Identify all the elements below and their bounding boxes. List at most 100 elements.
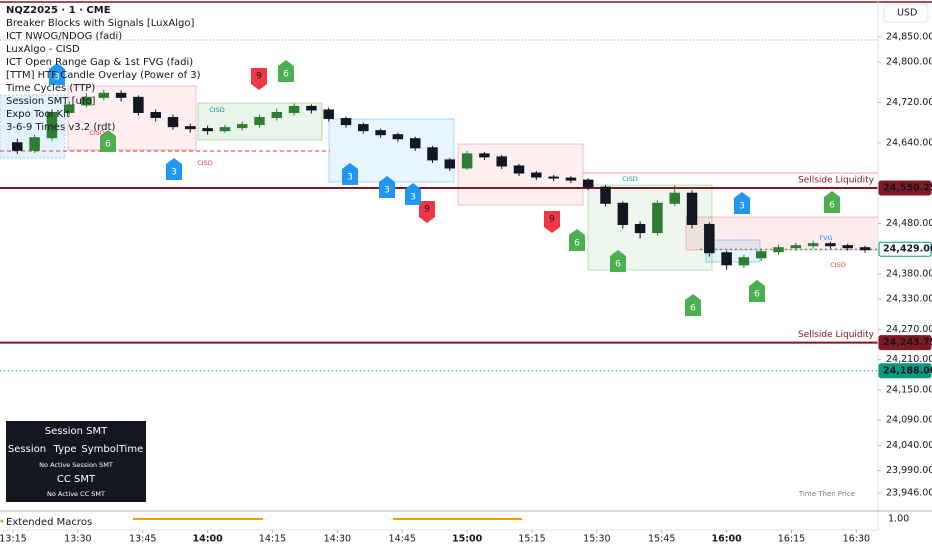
candle-body: [444, 159, 456, 169]
candle-body: [704, 223, 715, 254]
table-header: Type: [53, 444, 77, 455]
candle-body: [150, 111, 161, 119]
signal-marker: [342, 163, 358, 185]
candle-body: [98, 92, 110, 98]
indicator-name: Session SMT [ufo]: [6, 96, 95, 107]
candle-body: [409, 138, 421, 149]
candle-body: [738, 257, 750, 266]
x-tick-label: 13:15: [0, 534, 27, 545]
candle-body: [600, 186, 611, 204]
y-tick-label: 24,330.00: [886, 294, 932, 305]
signal-marker: [610, 250, 626, 272]
y-tick-label: 24,090.00: [886, 415, 932, 426]
signal-marker: [569, 229, 585, 251]
candle-body: [306, 105, 317, 111]
x-tick-label: 14:00: [192, 534, 223, 545]
candle-body: [340, 118, 352, 126]
signal-marker: [734, 192, 750, 214]
table-note: No Active CC SMT: [47, 490, 105, 498]
indicator-name: LuxAlgo - CISD: [6, 44, 80, 55]
annotation: CISD: [197, 159, 213, 167]
y-tick-label: 24,380.00: [886, 268, 932, 279]
x-tick-label: 16:15: [778, 534, 805, 545]
candle-body: [721, 252, 732, 266]
signal-label: 6: [829, 201, 835, 211]
candle-body: [323, 109, 334, 120]
candle-body: [29, 137, 40, 151]
candle-body: [565, 177, 577, 181]
candle-body: [427, 147, 438, 161]
table-title: CC SMT: [57, 474, 96, 485]
signal-marker: [278, 60, 294, 82]
price-tag-label: 24,429.00: [883, 244, 932, 255]
annotations: CISD CISD CISD CISD CISD FVG Time Then Price: [89, 106, 855, 498]
annotation: CISD: [209, 106, 225, 114]
indicator-name: Breaker Blocks with Signals [LuxAlgo]: [6, 18, 194, 29]
x-tick-label: 15:15: [518, 534, 545, 545]
x-tick-label: 14:30: [324, 534, 351, 545]
indicator-name: ICT Open Range Gap & 1st FVG (fadi): [6, 57, 193, 68]
signal-label: 6: [754, 290, 760, 300]
legend: NQZ2025 · 1 · CME: [6, 5, 111, 16]
indicator-name: ICT NWOG/NDOG (fadi): [6, 31, 122, 42]
candle-body: [842, 245, 853, 249]
signal-label: 9: [549, 215, 555, 225]
smt-table: Session SMT Session Type Symbol Time No …: [6, 421, 146, 502]
x-tick-label: 14:15: [259, 534, 286, 545]
signal-label: 6: [615, 260, 621, 270]
candle-body: [358, 124, 369, 132]
signal-marker: [405, 183, 421, 205]
price-axis: 24,850.00 24,800.00 24,720.00 24,640.00 24,4…: [878, 31, 932, 498]
annotation: CISD: [622, 175, 638, 183]
x-tick-label: 15:30: [583, 534, 610, 545]
candle-body: [81, 96, 92, 106]
signal-label: 3: [347, 173, 353, 183]
symbol-title: NQZ2025 · 1 · CME: [6, 5, 111, 16]
candle-body: [219, 127, 231, 132]
candle-body: [461, 153, 473, 169]
x-tick-label: 15:45: [648, 534, 675, 545]
price-tag-label: 24,550.25: [883, 183, 932, 194]
pane-title: Extended Macros: [6, 517, 92, 528]
signal-marker: [166, 158, 182, 180]
signal-marker: [251, 68, 267, 90]
candle-body: [288, 105, 300, 113]
table-header: Session: [8, 444, 46, 455]
price-tag-label: 24,243.75: [883, 337, 932, 348]
y-tick-label: 24,720.00: [886, 97, 932, 108]
levels: Sellside Liquidity Sellside Liquidity: [0, 176, 878, 372]
candle-body: [617, 202, 629, 225]
y-tick-label: 24,800.00: [886, 57, 932, 68]
candle-body: [531, 172, 542, 178]
table-header: Time: [118, 444, 143, 455]
indicator-name: Expo Tool Kit: [6, 109, 70, 120]
y-tick-label: 23,990.00: [886, 465, 932, 476]
signal-label: 6: [574, 239, 580, 249]
candle-body: [254, 117, 265, 126]
price-tag: [878, 180, 932, 196]
candle-body: [167, 117, 179, 128]
candle-body: [202, 128, 213, 132]
y-tick-label: 24,850.00: [886, 31, 932, 42]
signal-label: 9: [424, 205, 430, 215]
indicator-name: [TTM] HTF Candle Overlay (Power of 3): [6, 70, 201, 81]
x-tick-label: 13:30: [64, 534, 91, 545]
indicator-list: Breaker Blocks with Signals [LuxAlgo] ICT…: [5, 18, 201, 133]
x-tick-label: 13:45: [129, 534, 156, 545]
price-tag: [878, 241, 932, 257]
y-tick-label: 24,480.00: [886, 218, 932, 229]
signal-marker: [824, 191, 840, 213]
signal-marker: [749, 280, 765, 302]
table-title: Session SMT: [45, 426, 108, 437]
table-bg: [6, 421, 146, 502]
signal-label: 3: [410, 193, 416, 203]
y-tick-label: 23,946.00: [886, 487, 932, 498]
currency-box: [883, 3, 929, 23]
signal-marker: [100, 130, 116, 152]
signal-label: 6: [690, 304, 696, 314]
candle-body: [115, 92, 127, 98]
candle-body: [669, 192, 680, 204]
